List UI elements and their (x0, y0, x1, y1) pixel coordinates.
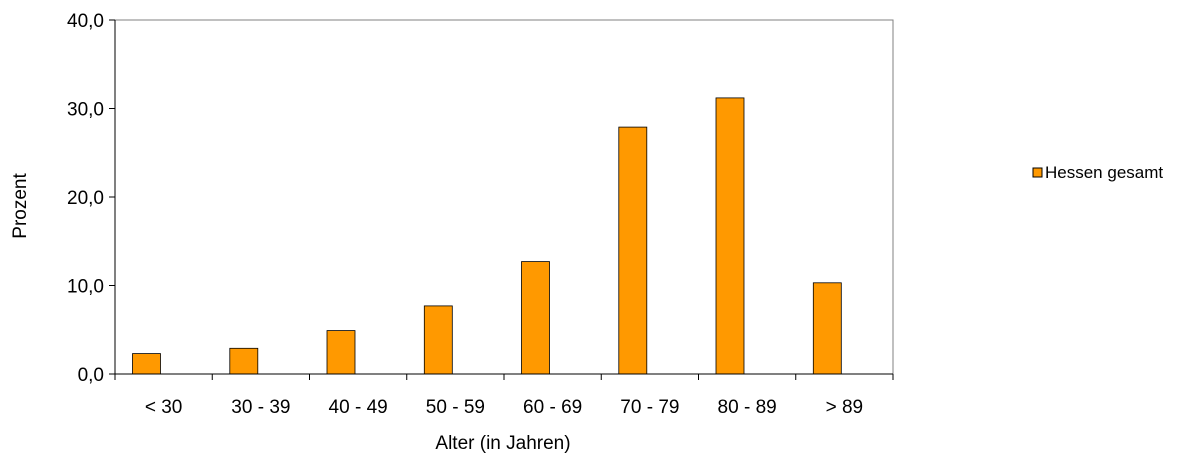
x-tick-label: < 30 (145, 397, 183, 418)
x-tick-label: 70 - 79 (620, 397, 679, 418)
plot-border (114, 19, 894, 375)
y-tick-label: 0,0 (78, 365, 104, 386)
y-tick-label: 30,0 (67, 100, 104, 121)
x-tick-label: 80 - 89 (718, 397, 777, 418)
bar (423, 305, 453, 375)
bar (812, 282, 842, 375)
x-tick-label: 30 - 39 (231, 397, 290, 418)
x-tick-label: > 89 (826, 397, 864, 418)
bar (521, 261, 550, 375)
y-tick-label: 20,0 (67, 188, 104, 209)
legend-label: Hessen gesamt (1045, 163, 1163, 182)
x-tick-label: 50 - 59 (426, 397, 485, 418)
x-tick-label: 60 - 69 (523, 397, 582, 418)
y-tick-label: 10,0 (67, 277, 104, 298)
x-ticks: < 30 30 - 39 40 - 49 50 - 59 60 - 69 70 - 79 8… (114, 374, 894, 418)
bar (715, 97, 745, 375)
y-ticks: 0,0 10,0 20,0 30,0 40,0 (67, 11, 115, 386)
x-tick-label: 40 - 49 (329, 397, 388, 418)
bar (618, 126, 648, 375)
bar (326, 330, 356, 375)
bars (132, 97, 842, 375)
y-tick-label: 40,0 (67, 11, 104, 32)
bar (229, 347, 259, 375)
y-axis-title: Prozent (10, 173, 31, 239)
plot-area: 0,0 10,0 20,0 30,0 40,0 < 30 30 - 39 40 - 49 50… (67, 11, 894, 418)
bar (132, 353, 161, 375)
x-axis-title: Alter (in Jahren) (435, 433, 570, 454)
legend-swatch (1032, 167, 1043, 178)
legend: Hessen gesamt (1032, 163, 1163, 182)
